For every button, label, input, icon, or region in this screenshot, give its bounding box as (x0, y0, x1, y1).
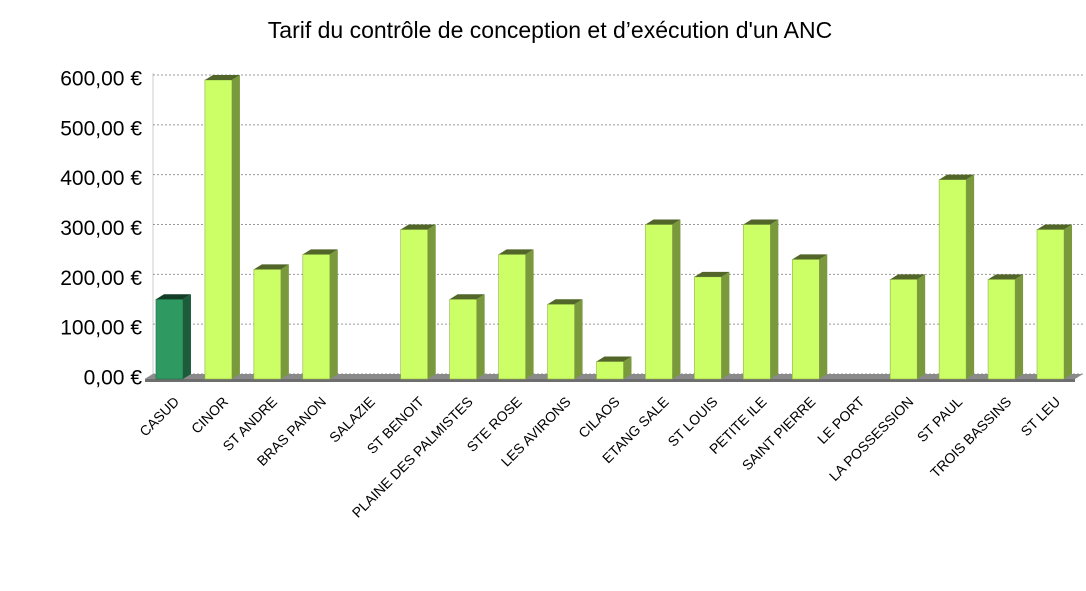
bar-side (1015, 274, 1024, 379)
bar (302, 249, 338, 380)
bar-side (770, 219, 779, 379)
bar-top (498, 249, 534, 255)
bar-front (449, 298, 477, 380)
bar (1036, 224, 1073, 380)
chart-title: Tarif du contrôle de conception et d’exé… (268, 17, 832, 43)
bar-top (645, 219, 681, 225)
bar-side (476, 294, 485, 379)
bar (938, 174, 975, 380)
bar-side (917, 274, 926, 379)
bar-top (253, 264, 289, 270)
bar-side (182, 294, 191, 379)
x-tick-label: LA POSSESSION (826, 393, 917, 484)
bar-side (525, 249, 534, 379)
bar-side (574, 299, 583, 379)
x-tick-label: ST LEU (1017, 393, 1063, 439)
bar (547, 299, 583, 380)
bar (889, 274, 926, 380)
bar-top (547, 299, 583, 305)
bar-side (1064, 224, 1073, 379)
bar-front (938, 179, 967, 380)
y-tick-label: 200,00 € (60, 267, 142, 290)
bar-side (623, 356, 632, 379)
y-tick-label: 400,00 € (60, 167, 142, 190)
bar-front (155, 298, 184, 380)
bar (743, 219, 779, 380)
bar-top (792, 254, 828, 260)
y-tick-label: 100,00 € (60, 317, 142, 340)
bar (694, 271, 730, 380)
bar (498, 249, 534, 380)
bar-top (302, 249, 338, 255)
bar-front (253, 269, 282, 380)
bar (987, 274, 1024, 380)
bar-top (1037, 224, 1073, 230)
bar-front (743, 224, 771, 380)
bar (253, 264, 289, 380)
bar-front (791, 259, 820, 380)
bar-front (596, 361, 624, 380)
bar-top (204, 75, 240, 80)
bar-front (204, 79, 233, 380)
bar-side (329, 249, 338, 379)
bar-top (743, 219, 779, 225)
bar-side (721, 271, 730, 379)
bar-front (1036, 229, 1065, 380)
bar-top (694, 271, 730, 277)
bar-side (819, 254, 828, 379)
bar-top (155, 294, 191, 300)
bar-top (400, 224, 436, 230)
bar (204, 75, 240, 380)
bar-front (645, 224, 673, 380)
bar-front (400, 229, 429, 380)
bar (449, 294, 485, 380)
bar-front (987, 279, 1016, 380)
bar-front (694, 276, 722, 380)
bar-front (547, 303, 575, 380)
bar (645, 219, 681, 380)
bar-side (280, 264, 289, 379)
bar-side (966, 174, 975, 379)
y-tick-label: 600,00 € (60, 68, 142, 91)
x-tick-label: CINOR (188, 393, 231, 436)
bar (791, 254, 828, 380)
bar-side (672, 219, 681, 379)
bar-side (231, 75, 240, 379)
bar (400, 224, 436, 380)
y-tick-label: 0,00 € (84, 367, 143, 390)
y-tick-label: 300,00 € (60, 217, 142, 240)
bar-front (889, 279, 918, 380)
bar-front (498, 254, 526, 380)
bar (596, 356, 632, 380)
bar-front (302, 254, 331, 380)
bar-top (988, 274, 1024, 280)
bar-top (890, 274, 926, 280)
bar (155, 294, 191, 380)
bar-top (596, 356, 632, 362)
bar-side (427, 224, 436, 379)
x-tick-label: CASUD (136, 393, 182, 439)
x-tick-label: CILAOS (575, 393, 623, 441)
y-tick-label: 500,00 € (60, 117, 142, 140)
floor-edge (145, 379, 1075, 382)
bar-top (939, 174, 975, 180)
bar-top (449, 294, 485, 300)
